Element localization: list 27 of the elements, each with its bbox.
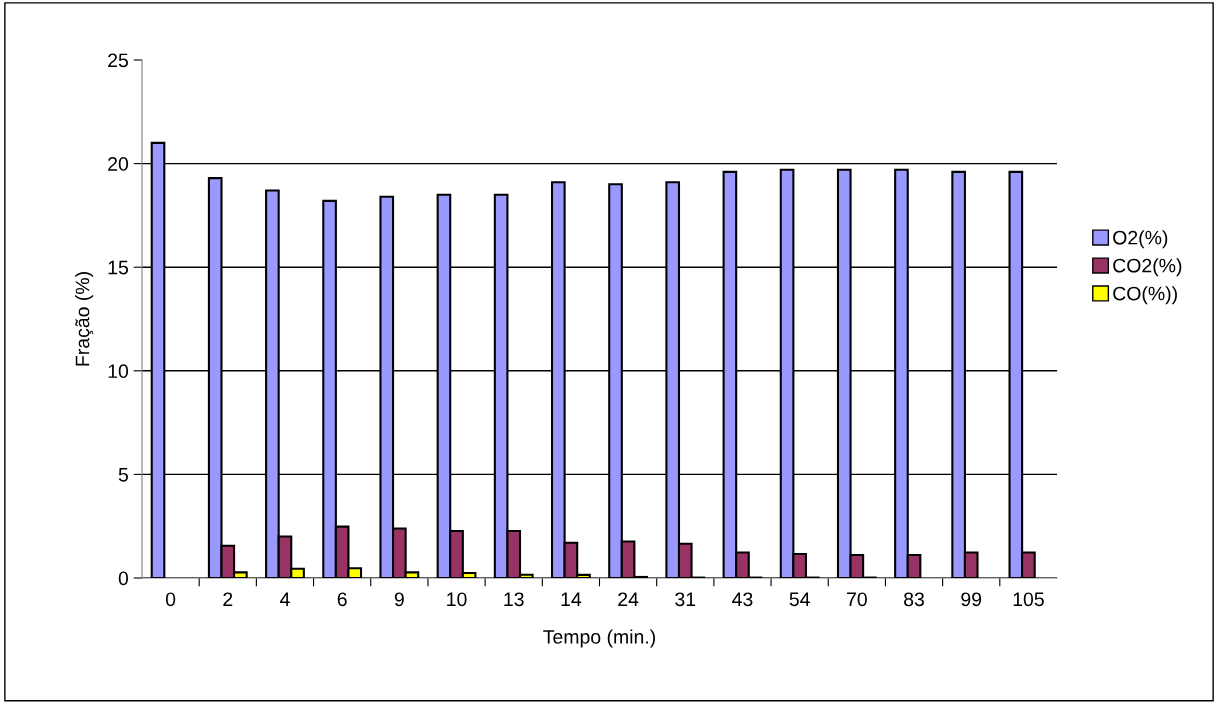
legend-label: CO2(%) bbox=[1113, 258, 1182, 277]
x-tick-label: 24 bbox=[618, 592, 639, 606]
y-tick-label: 10 bbox=[108, 364, 129, 379]
x-tick-label: 6 bbox=[337, 592, 347, 607]
x-tick-label: 0 bbox=[165, 592, 176, 607]
x-tick-label: 10 bbox=[447, 592, 467, 607]
y-tick-label: 25 bbox=[108, 53, 128, 68]
x-tick-label: 43 bbox=[732, 592, 753, 607]
x-tick-label: 9 bbox=[394, 592, 404, 607]
y-tick-label: 15 bbox=[108, 260, 128, 275]
y-tick-label: 20 bbox=[108, 157, 129, 171]
x-tick-label: 13 bbox=[504, 592, 524, 607]
legend-label: O2(%) bbox=[1113, 230, 1168, 249]
x-tick-label: 31 bbox=[675, 592, 696, 607]
x-tick-label: 99 bbox=[961, 592, 982, 607]
y-tick-label: 5 bbox=[118, 468, 128, 482]
x-tick-label: 2 bbox=[223, 592, 233, 606]
x-tick-label: 70 bbox=[847, 592, 867, 607]
y-axis-title: Fração (%) bbox=[75, 272, 94, 366]
x-tick-label: 105 bbox=[1013, 592, 1044, 607]
x-tick-label: 4 bbox=[280, 592, 290, 606]
y-tick-label: 0 bbox=[118, 571, 129, 586]
x-tick-label: 54 bbox=[789, 592, 810, 607]
x-tick-label: 83 bbox=[904, 592, 924, 607]
x-axis-title: Tempo (min.) bbox=[543, 629, 656, 648]
x-tick-label: 14 bbox=[561, 592, 582, 606]
legend-label: CO(%)) bbox=[1113, 286, 1177, 305]
